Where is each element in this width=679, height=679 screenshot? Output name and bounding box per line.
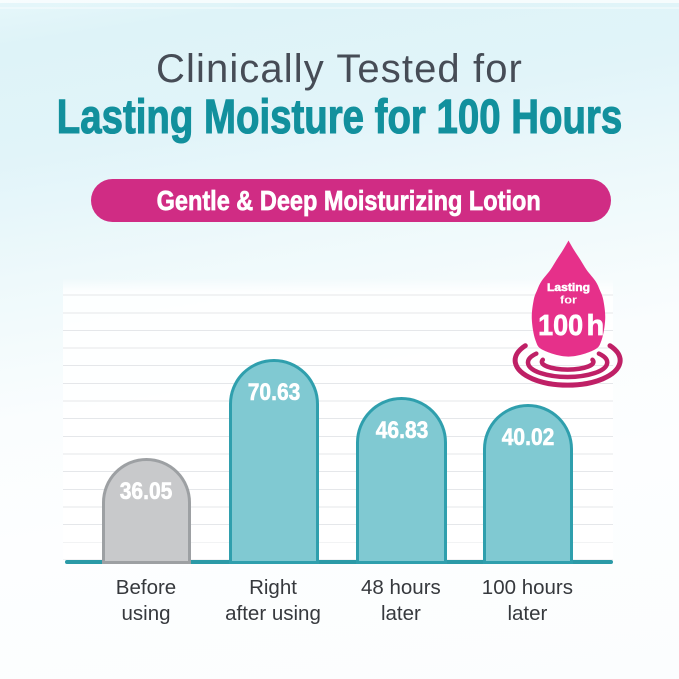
svg-text:h: h [586,310,604,342]
svg-text:for: for [560,295,578,307]
svg-text:100: 100 [538,310,583,342]
svg-text:Lasting: Lasting [547,282,590,294]
